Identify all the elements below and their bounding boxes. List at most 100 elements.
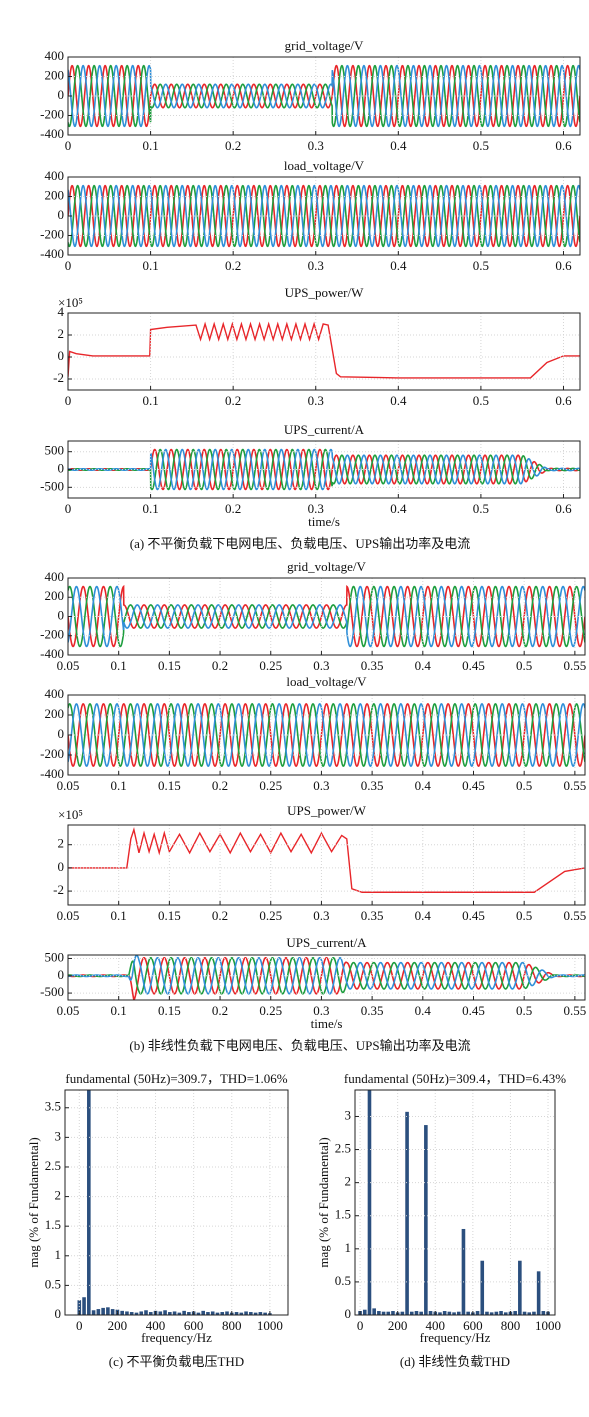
bar [452, 1312, 456, 1315]
bar [428, 1311, 433, 1315]
x-tick-label: 0.3 [308, 258, 324, 273]
bar [77, 1300, 82, 1315]
x-tick-label: 0.3 [308, 138, 324, 153]
x-tick-label: 0.4 [390, 258, 407, 273]
y-tick-label: 200 [45, 588, 65, 603]
bar [532, 1311, 536, 1315]
y-axis-label: mag (% of Fundamental) [26, 1137, 41, 1267]
y-tick-label: -200 [40, 627, 64, 642]
y-tick-label: 400 [45, 48, 65, 63]
x-tick-label: 0.3 [308, 393, 324, 408]
y-tick-label: 2.5 [335, 1141, 351, 1156]
bar [541, 1311, 546, 1315]
y-tick-label: 500 [45, 443, 65, 458]
x-tick-label: 200 [388, 1318, 408, 1333]
x-tick-label: 0.15 [158, 908, 181, 923]
bar [249, 1312, 253, 1315]
bar [475, 1311, 480, 1315]
bar [362, 1309, 367, 1315]
bar [447, 1311, 452, 1315]
x-tick-label: 0.6 [555, 138, 572, 153]
y-tick-label: 0 [58, 87, 65, 102]
chart-title: UPS_power/W [287, 803, 366, 818]
bar [372, 1308, 376, 1315]
x-tick-label: 0.2 [212, 908, 228, 923]
bar [96, 1309, 101, 1315]
y-tick-label: 0 [55, 1306, 62, 1321]
x-tick-label: 0 [65, 258, 72, 273]
y-tick-label: 1 [55, 1247, 62, 1262]
bar [110, 1309, 115, 1315]
x-tick-label: 0.6 [555, 393, 572, 408]
y-tick-label: 400 [45, 168, 65, 183]
x-tick-label: 0.2 [212, 1003, 228, 1018]
y-tick-label: 1.5 [335, 1207, 351, 1222]
x-axis-label: time/s [311, 1016, 343, 1031]
bar [263, 1312, 267, 1315]
bar [225, 1311, 229, 1315]
bar [120, 1310, 124, 1315]
bar [518, 1260, 522, 1315]
y-tick-label: 4 [58, 304, 65, 319]
x-tick-label: 0.5 [473, 138, 489, 153]
y-tick-label: 2.5 [45, 1158, 61, 1173]
bar [91, 1310, 96, 1315]
x-tick-label: 0.35 [361, 1003, 384, 1018]
x-tick-label: 0.5 [473, 501, 489, 516]
y-axis-label: mag (% of Fundamental) [316, 1137, 331, 1267]
x-tick-label: 0.4 [415, 658, 432, 673]
exponent-label: ×10⁵ [58, 295, 83, 310]
y-tick-label: -200 [40, 746, 64, 761]
plot [68, 703, 585, 767]
x-tick-label: 0.6 [555, 258, 572, 273]
plot [68, 826, 585, 893]
power-line [68, 826, 585, 893]
x-tick-label: 0.05 [57, 778, 80, 793]
bar [536, 1271, 541, 1315]
bar [391, 1311, 395, 1315]
bar [168, 1312, 172, 1315]
bar [409, 1311, 414, 1315]
plot-frame [67, 56, 581, 136]
y-tick-label: -2 [53, 370, 64, 385]
plot-frame [67, 577, 586, 656]
bar [87, 1090, 91, 1315]
plot-frame [67, 954, 586, 1001]
y-tick-label: 200 [45, 67, 65, 82]
x-tick-label: 200 [108, 1318, 128, 1333]
x-tick-label: 0.45 [462, 658, 485, 673]
plot [358, 1090, 550, 1315]
x-tick-label: 0.2 [212, 778, 228, 793]
x-tick-label: 0.05 [57, 658, 80, 673]
x-axis-label: frequency/Hz [420, 1330, 491, 1345]
plot-area [68, 313, 580, 390]
bar [377, 1311, 381, 1315]
y-tick-label: -500 [40, 478, 64, 493]
y-tick-label: -2 [53, 882, 64, 897]
x-tick-label: 0.2 [225, 501, 241, 516]
power-line [68, 321, 580, 379]
bar [386, 1311, 391, 1315]
x-tick-label: 0.55 [563, 778, 586, 793]
bar [527, 1312, 532, 1315]
x-tick-label: 0.3 [313, 658, 329, 673]
plot-frame [67, 824, 586, 906]
x-tick-label: 0.2 [212, 658, 228, 673]
x-axis-label: frequency/Hz [141, 1330, 212, 1345]
bar [499, 1311, 503, 1315]
bar [400, 1311, 405, 1315]
bar [513, 1311, 517, 1315]
bar [461, 1228, 466, 1315]
x-tick-label: 0.1 [111, 908, 127, 923]
bar [196, 1312, 201, 1315]
bar [163, 1310, 167, 1315]
bar [134, 1312, 139, 1315]
bar [139, 1311, 144, 1315]
bar [424, 1125, 428, 1315]
x-tick-label: 0.25 [259, 778, 282, 793]
y-tick-label: 0 [58, 460, 65, 475]
x-tick-label: 1000 [535, 1318, 561, 1333]
x-tick-label: 0.1 [111, 778, 127, 793]
x-axis-label: time/s [308, 514, 340, 529]
